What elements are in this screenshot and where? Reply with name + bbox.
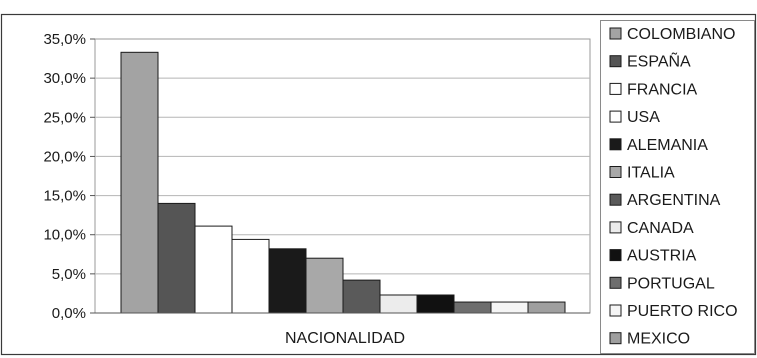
bar-argentina — [343, 280, 380, 313]
legend-label: ALEMANIA — [627, 137, 708, 154]
bar-canada — [380, 295, 417, 313]
legend-label: ITALIA — [627, 165, 675, 182]
bar-mexico — [528, 302, 565, 313]
legend-label: FRANCIA — [627, 81, 698, 98]
legend-label: ESPAÑA — [627, 51, 691, 71]
y-tick-label: 15,0% — [43, 188, 86, 205]
legend-swatch — [610, 111, 621, 122]
legend-label: PORTUGAL — [627, 275, 715, 292]
bar-colombiano — [121, 52, 158, 313]
legend-swatch — [610, 139, 621, 150]
bar-portugal — [454, 302, 491, 313]
y-tick-label: 25,0% — [43, 109, 86, 126]
bar-alemania — [269, 249, 306, 313]
legend-label: ARGENTINA — [627, 192, 721, 209]
legend-swatch — [610, 56, 621, 67]
legend-label: PUERTO RICO — [627, 303, 738, 320]
y-tick-label: 35,0% — [43, 31, 86, 48]
bar-francia — [195, 226, 232, 313]
y-tick-label: 20,0% — [43, 148, 86, 165]
bar-italia — [306, 258, 343, 313]
legend-swatch — [610, 222, 621, 233]
legend-label: CANADA — [627, 220, 694, 237]
legend-swatch — [610, 28, 621, 39]
legend-swatch — [610, 83, 621, 94]
bar-puerto-rico — [491, 302, 528, 313]
legend-swatch — [610, 194, 621, 205]
legend-label: COLOMBIANO — [627, 26, 735, 43]
y-tick-label: 30,0% — [43, 70, 86, 87]
bar-austria — [417, 295, 454, 313]
legend-label: AUSTRIA — [627, 248, 697, 265]
bar-españa — [158, 203, 195, 313]
legend-swatch — [610, 250, 621, 261]
legend-swatch — [610, 277, 621, 288]
y-tick-label: 10,0% — [43, 227, 86, 244]
legend-label: USA — [627, 109, 660, 126]
y-tick-label: 0,0% — [52, 305, 86, 322]
legend-swatch — [610, 333, 621, 344]
y-tick-label: 5,0% — [52, 266, 86, 283]
legend-label: MEXICO — [627, 331, 690, 348]
legend-swatch — [610, 167, 621, 178]
bar-usa — [232, 239, 269, 313]
legend-swatch — [610, 305, 621, 316]
x-axis-label: NACIONALIDAD — [285, 330, 405, 347]
